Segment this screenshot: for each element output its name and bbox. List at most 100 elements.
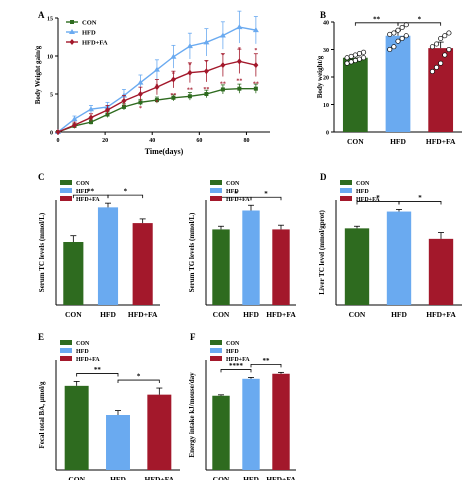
y-axis-label-a: Body Weight gain/g bbox=[34, 45, 42, 104]
y-tick-label-a: 5 bbox=[50, 93, 53, 99]
bar-con bbox=[344, 228, 370, 305]
sig-bracket bbox=[398, 201, 442, 205]
legend-label: HFD bbox=[226, 349, 239, 355]
y-tick-label-a: 10 bbox=[47, 55, 53, 61]
data-point-hfd bbox=[186, 43, 193, 49]
panel-letter-c: C bbox=[38, 172, 45, 182]
y-axis-label: Serum TC levels (mmol/L) bbox=[38, 212, 46, 292]
sample-point bbox=[356, 56, 363, 62]
sample-point bbox=[429, 68, 435, 75]
y-axis-label: Energy intake kJ/mouse/day bbox=[188, 372, 196, 458]
sample-point bbox=[395, 38, 401, 44]
sig-mark-upper: * bbox=[155, 84, 158, 90]
sig-mark-lower: * bbox=[155, 100, 158, 106]
legend-label: HFD+FA bbox=[226, 357, 250, 363]
y-tick-label-a: 0 bbox=[50, 131, 53, 137]
bar-hfd-fa bbox=[132, 223, 153, 305]
legend-swatch bbox=[60, 340, 72, 345]
x-tick-label-a: 60 bbox=[196, 138, 202, 144]
data-point-con bbox=[253, 86, 258, 91]
x-tick-label: HFD bbox=[390, 137, 406, 146]
data-point-hfd-fa bbox=[187, 69, 193, 76]
legend-swatch bbox=[340, 196, 352, 201]
sample-point bbox=[395, 27, 401, 33]
sig-mark-upper: * bbox=[139, 94, 142, 100]
x-tick-label-a: 0 bbox=[57, 138, 60, 144]
sample-point bbox=[344, 60, 350, 66]
bar-con bbox=[64, 385, 89, 470]
legend-swatch bbox=[340, 180, 352, 185]
sample-point bbox=[433, 41, 440, 47]
sample-point bbox=[352, 57, 358, 64]
data-point-hfd-fa bbox=[236, 58, 242, 65]
data-point-con bbox=[220, 87, 225, 92]
bar-hfd bbox=[97, 207, 119, 305]
y-axis-label: Liver TC level (mmol/gprot) bbox=[318, 210, 326, 295]
x-tick-label-a: 40 bbox=[149, 138, 155, 144]
sample-point bbox=[387, 31, 393, 37]
sample-point bbox=[446, 46, 452, 53]
sample-point bbox=[344, 55, 350, 61]
sig-bracket bbox=[250, 196, 282, 201]
bar-con bbox=[212, 229, 230, 305]
legend-label: HFD+FA bbox=[226, 197, 250, 203]
legend-label: HFD+FA bbox=[76, 197, 100, 203]
legend-label: HFD+FA bbox=[356, 197, 380, 203]
sig-bracket bbox=[250, 363, 282, 368]
sample-point bbox=[387, 46, 393, 53]
data-point-hfd bbox=[137, 79, 144, 85]
data-point-con bbox=[187, 94, 192, 99]
sig-mark-upper: * bbox=[238, 47, 241, 53]
y-tick-label: 30 bbox=[323, 48, 329, 54]
legend-label: HFD bbox=[226, 189, 239, 195]
sample-point bbox=[391, 44, 397, 50]
legend-swatch bbox=[60, 180, 72, 185]
sample-point bbox=[348, 59, 354, 65]
panel-letter-f: F bbox=[190, 332, 196, 342]
bar-hfd-fa bbox=[147, 394, 172, 470]
data-point-con bbox=[171, 95, 176, 100]
sig-label: * bbox=[137, 373, 141, 381]
legend-label: CON bbox=[226, 181, 240, 187]
x-tick-label: CON bbox=[68, 475, 85, 480]
sig-mark-lower: * bbox=[139, 106, 142, 112]
y-tick-label-a: 15 bbox=[47, 17, 53, 23]
y-axis-label: Serum TG levels (mmol/L) bbox=[188, 212, 196, 292]
sample-point bbox=[399, 35, 405, 42]
sig-bracket bbox=[397, 22, 442, 26]
y-tick-label: 10 bbox=[323, 103, 329, 109]
data-point-hfd-fa bbox=[154, 84, 160, 91]
sample-point bbox=[352, 52, 358, 58]
legend-swatch bbox=[60, 196, 72, 201]
legend-label: CON bbox=[76, 341, 90, 347]
bar-con bbox=[342, 57, 368, 132]
data-point-con bbox=[154, 98, 159, 103]
sig-mark-upper: * bbox=[172, 72, 175, 78]
legend-swatch bbox=[60, 188, 72, 193]
bar-hfd-fa bbox=[428, 238, 454, 305]
data-point-hfd bbox=[120, 92, 127, 98]
legend-swatch bbox=[60, 348, 72, 353]
data-point-hfd-fa bbox=[88, 114, 94, 121]
data-point-con bbox=[121, 104, 126, 109]
legend-marker-a bbox=[70, 20, 74, 24]
sig-label: * bbox=[264, 190, 268, 198]
legend-swatch bbox=[340, 188, 352, 193]
sig-label: ** bbox=[87, 188, 95, 196]
data-point-hfd bbox=[87, 106, 94, 112]
sample-point bbox=[361, 55, 367, 61]
legend-marker-a bbox=[69, 29, 75, 34]
sample-point bbox=[429, 44, 435, 50]
x-tick-label: HFD+FA bbox=[426, 137, 456, 146]
x-tick-label: HFD+FA bbox=[266, 310, 296, 319]
sig-mark-lower: ** bbox=[236, 78, 242, 84]
sample-point bbox=[348, 53, 354, 59]
legend-label: CON bbox=[226, 341, 240, 347]
bar-hfd bbox=[386, 211, 412, 305]
series-line-con bbox=[57, 87, 256, 133]
sig-mark-upper: * bbox=[221, 53, 224, 59]
x-tick-label: HFD bbox=[243, 310, 259, 319]
legend-swatch bbox=[210, 356, 222, 361]
data-point-hfd bbox=[219, 32, 226, 38]
